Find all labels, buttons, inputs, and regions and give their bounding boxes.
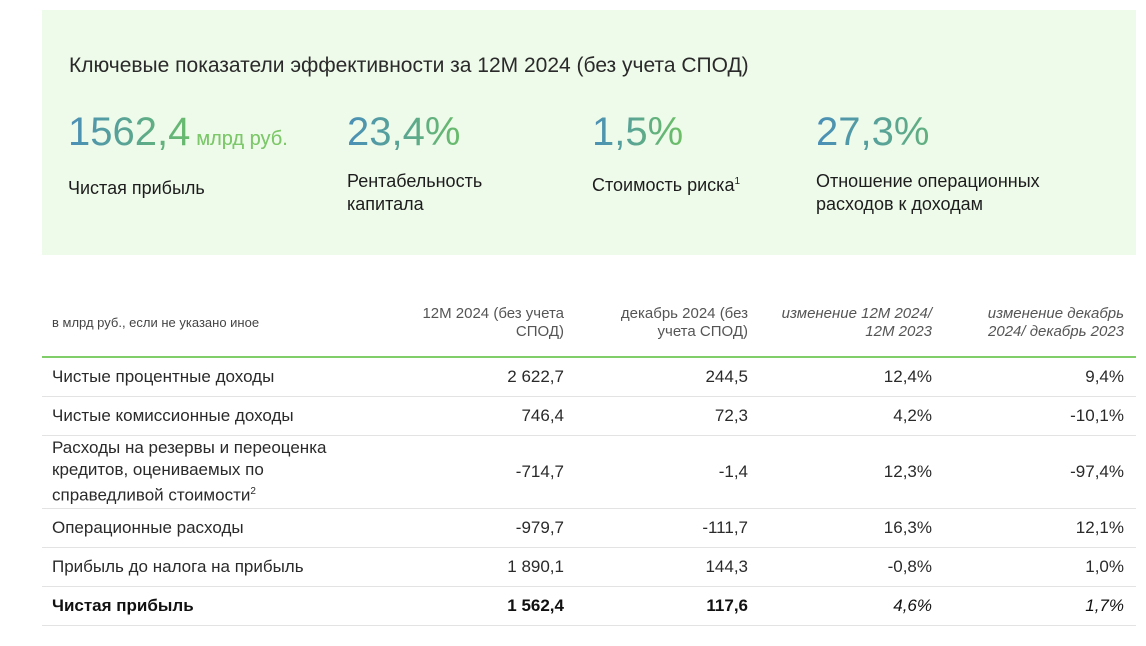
row-label: Чистая прибыль [42,586,390,626]
row-label: Чистые процентные доходы [42,357,390,397]
cell-value: 2 622,7 [390,357,576,397]
table-header-row: в млрд руб., если не указано иное 12М 20… [42,290,1136,358]
cell-value: 1 890,1 [390,547,576,587]
kpi-cost-of-risk: 1,5% Стоимость риска1 [592,108,740,197]
kpi-label: Чистая прибыль [68,178,205,198]
cell-value: 12,3% [760,435,944,509]
cell-value: 746,4 [390,396,576,436]
kpi-value: 1562,4 млрд руб. [68,108,288,163]
kpi-label: Рентабельность капитала [347,171,483,214]
col-change-12m: изменение 12М 2024/ 12М 2023 [760,290,944,358]
cell-value: 12,4% [760,357,944,397]
kpi-cir: 27,3% Отношение операционных расходов к … [816,108,1086,216]
kpi-value: 27,3% [816,108,1086,156]
col-12m-2024: 12М 2024 (без учета СПОД) [390,290,576,358]
cell-value: -979,7 [390,508,576,548]
col-change-dec: изменение декабрь 2024/ декабрь 2023 [944,290,1136,358]
cell-value: -97,4% [944,435,1136,509]
table-row: Расходы на резервы и переоценка кредитов… [42,435,1136,509]
kpi-unit: млрд руб. [196,128,288,150]
cell-value: 244,5 [576,357,760,397]
cell-value: -111,7 [576,508,760,548]
kpi-label: Стоимость риска1 [592,175,741,195]
cell-value: 1,7% [944,586,1136,626]
table-row: Операционные расходы -979,7 -111,7 16,3%… [42,508,1136,548]
kpi-roe: 23,4% Рентабельность капитала [347,108,547,216]
financial-table: в млрд руб., если не указано иное 12М 20… [42,290,1136,626]
cell-value: 1,0% [944,547,1136,587]
kpi-net-profit: 1562,4 млрд руб. Чистая прибыль [68,108,288,200]
cell-value: 4,6% [760,586,944,626]
row-label: Операционные расходы [42,508,390,548]
cell-value: 12,1% [944,508,1136,548]
cell-value: -1,4 [576,435,760,509]
cell-value: -0,8% [760,547,944,587]
cell-value: 9,4% [944,357,1136,397]
cell-value: 72,3 [576,396,760,436]
cell-value: -714,7 [390,435,576,509]
cell-value: -10,1% [944,396,1136,436]
row-label: Расходы на резервы и переоценка кредитов… [42,435,390,509]
kpi-label: Отношение операционных расходов к дохода… [816,171,1040,214]
footnote-marker: 2 [250,486,256,498]
unit-note: в млрд руб., если не указано иное [42,290,390,358]
footnote-marker: 1 [734,176,741,187]
cell-value: 4,2% [760,396,944,436]
cell-value: 1 562,4 [390,586,576,626]
cell-value: 144,3 [576,547,760,587]
col-dec-2024: декабрь 2024 (без учета СПОД) [576,290,760,358]
kpi-panel: Ключевые показатели эффективности за 12М… [42,10,1136,255]
kpi-value: 1,5% [592,108,740,156]
row-label: Прибыль до налога на прибыль [42,547,390,587]
kpi-value: 23,4% [347,108,547,156]
cell-value: 117,6 [576,586,760,626]
table-row: Прибыль до налога на прибыль 1 890,1 144… [42,547,1136,587]
cell-value: 16,3% [760,508,944,548]
kpi-title: Ключевые показатели эффективности за 12М… [69,54,749,77]
table-row: Чистые комиссионные доходы 746,4 72,3 4,… [42,396,1136,436]
row-label: Чистые комиссионные доходы [42,396,390,436]
table-row-total: Чистая прибыль 1 562,4 117,6 4,6% 1,7% [42,586,1136,626]
table-row: Чистые процентные доходы 2 622,7 244,5 1… [42,357,1136,397]
